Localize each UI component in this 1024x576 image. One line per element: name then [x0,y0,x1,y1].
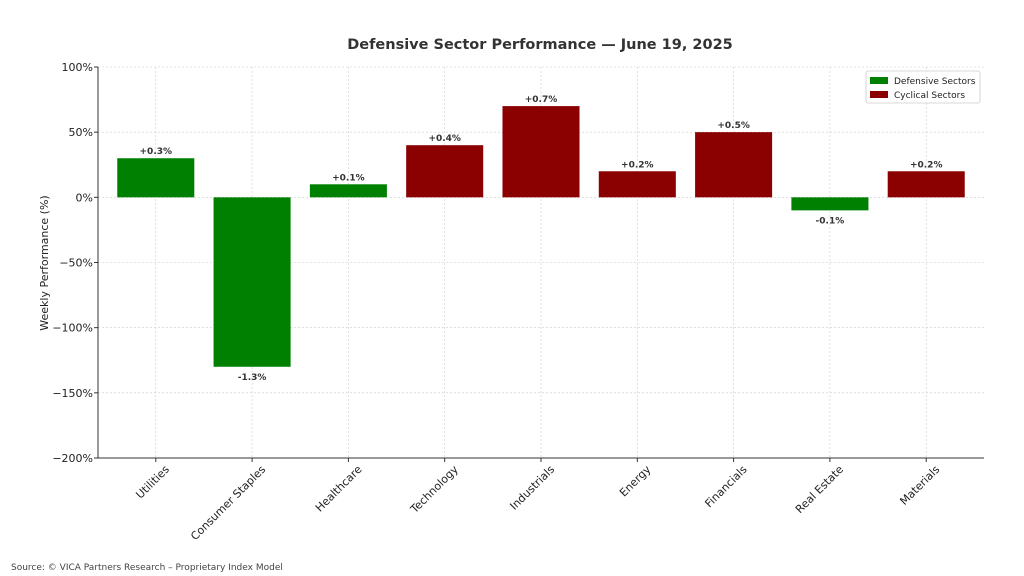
bars [117,106,965,367]
data-label: +0.2% [621,160,654,170]
legend-box [865,70,981,104]
x-tick-label: Technology [407,463,461,517]
y-tick-label: −50% [59,257,93,270]
data-label: +0.1% [332,173,365,183]
x-tick-label: Consumer Staples [188,463,268,543]
bar-technology [406,145,484,198]
x-tick-label: Energy [617,463,654,500]
data-label: +0.4% [428,134,461,144]
data-label: +0.5% [717,121,750,131]
y-axis-label: Weekly Performance (%) [38,195,51,330]
bar-healthcare [309,184,387,198]
source-note: Source: © VICA Partners Research – Propr… [11,563,283,573]
data-label: +0.7% [525,95,558,105]
bar-utilities [117,158,195,198]
legend-swatch [870,77,888,84]
x-tick-label: Materials [897,463,942,508]
data-label: +0.2% [910,160,943,170]
y-tick-label: 50% [69,126,93,139]
legend-label: Defensive Sectors [894,77,976,87]
data-label: -1.3% [238,373,267,383]
y-tick-label: −150% [52,387,93,400]
y-tick-label: −100% [52,322,93,335]
chart-title: Defensive Sector Performance — June 19, … [347,37,733,53]
x-tick-label: Healthcare [313,463,365,515]
data-label: -0.1% [816,216,845,226]
x-tick-label: Financials [702,463,749,510]
x-tick-label: Real Estate [793,463,846,516]
data-label: +0.3% [140,147,173,157]
y-tick-label: −200% [52,452,93,465]
bar-consumer-staples [213,197,291,367]
bar-industrials [502,106,580,198]
x-tick-label: Industrials [507,463,557,513]
bar-financials [695,132,773,198]
data-labels: +0.3% -1.3% +0.1% +0.4% +0.7% +0.2% +0.5% -0.1%… [140,95,943,383]
legend-label: Cyclical Sectors [894,91,965,101]
x-tick-label: Utilities [133,463,172,502]
bar-energy [598,171,676,198]
bar-materials [887,171,965,198]
y-tick-label: 0% [76,191,93,204]
legend: Defensive Sectors Cyclical Sectors [865,70,981,104]
bar-real-estate [791,197,869,211]
legend-swatch [870,91,888,98]
y-tick-label: 100% [62,61,93,74]
